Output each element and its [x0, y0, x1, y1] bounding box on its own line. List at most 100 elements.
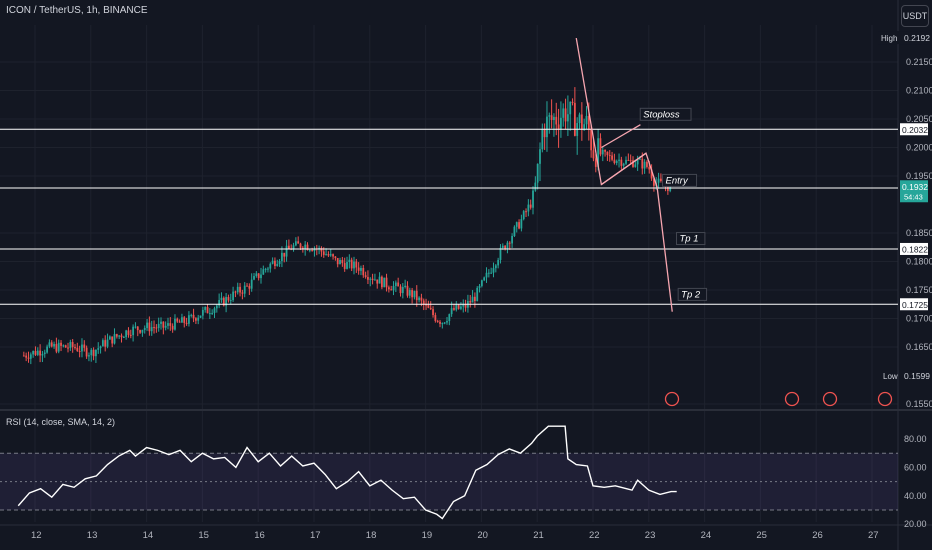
candle-body [211, 312, 214, 314]
candle-body [462, 304, 465, 307]
candle-body [269, 263, 272, 269]
candle-body [634, 164, 637, 167]
candle-body [394, 282, 397, 286]
candle-body [543, 129, 546, 138]
earnings-event-icon [877, 391, 893, 407]
candle-body [60, 342, 62, 346]
candle-body [483, 277, 486, 281]
candle-body [332, 254, 334, 257]
candle-body [218, 300, 221, 306]
candle-body [464, 304, 467, 308]
candle-body [178, 321, 181, 323]
candle-body [397, 282, 400, 287]
candle-body [320, 247, 323, 252]
candle-body [587, 115, 590, 130]
candle-body [336, 257, 339, 265]
candle-body [192, 314, 195, 319]
candle-body [248, 285, 251, 289]
candle-body [592, 150, 595, 159]
candle-body [53, 344, 55, 347]
candle-body [480, 280, 483, 286]
candle-body [285, 245, 288, 257]
price-tick-label: 0.1800 [906, 257, 932, 267]
candle-body [636, 159, 639, 165]
candle-body [427, 304, 430, 308]
price-tick-label: 0.2000 [906, 143, 932, 153]
candle-body [657, 178, 660, 183]
candle-body [353, 261, 355, 269]
currency-button[interactable]: USDT [901, 5, 929, 27]
candle-body [236, 286, 239, 293]
candle-body [215, 305, 218, 309]
candle-body [629, 160, 632, 162]
time-tick-label: 27 [868, 530, 879, 541]
candle-body [504, 245, 507, 250]
candle-body [367, 277, 369, 280]
candle-body [322, 251, 325, 255]
candle-body [267, 268, 269, 270]
time-tick-label: 26 [812, 530, 823, 541]
candle-body [659, 178, 662, 182]
candle-body [473, 296, 476, 302]
candle-body [132, 326, 135, 336]
candle-body [360, 267, 362, 271]
candle-body [188, 315, 190, 324]
candle-body [339, 259, 341, 265]
candle-body [455, 304, 458, 310]
candle-body [436, 320, 439, 322]
candle-body [518, 222, 520, 229]
candle-body [641, 158, 644, 169]
candle-body [487, 272, 490, 274]
candle-body [557, 124, 560, 130]
candle-body [494, 265, 497, 269]
candle-body [278, 261, 281, 265]
candle-body [625, 159, 627, 164]
candle-body [55, 344, 58, 352]
candle-body [222, 297, 225, 306]
candle-body [469, 301, 472, 303]
time-tick-label: 16 [254, 530, 265, 541]
candle-body [341, 259, 344, 264]
candle-body [39, 350, 42, 356]
candle-body [208, 313, 211, 315]
candle-body [525, 211, 527, 213]
candle-body [476, 287, 479, 302]
candle-body [406, 285, 409, 296]
candle-body [104, 340, 107, 347]
time-tick-label: 21 [533, 530, 544, 541]
candle-body [555, 116, 558, 125]
candle-body [453, 308, 455, 310]
candle-body [471, 296, 474, 303]
candle-body [376, 279, 379, 284]
dividend-event-icon [664, 391, 680, 407]
price-tick-label: 0.1700 [906, 314, 932, 324]
current-price-badge [900, 180, 928, 203]
candle-body [411, 290, 414, 298]
candle-body [227, 297, 230, 301]
candle-body [164, 325, 167, 328]
candle-body [148, 322, 151, 332]
candle-body [348, 259, 351, 263]
candle-body [643, 161, 646, 169]
candle-body [160, 321, 162, 324]
candle-body [229, 300, 232, 302]
time-tick-label: 19 [422, 530, 433, 541]
candle-body [153, 327, 155, 329]
candle-body [374, 279, 376, 281]
candle-body [297, 241, 300, 244]
candle-body [304, 244, 307, 250]
candle-body [97, 348, 100, 350]
candle-body [190, 314, 193, 316]
candle-body [250, 279, 253, 289]
candle-body [343, 263, 346, 269]
candle-body [492, 268, 495, 273]
candle-body [120, 335, 123, 338]
candle-body [67, 347, 69, 349]
candle-body [29, 354, 32, 359]
candle-body [46, 346, 48, 353]
candle-body [83, 344, 86, 348]
candle-body [292, 245, 295, 250]
time-tick-label: 18 [366, 530, 377, 541]
candle-body [99, 346, 102, 349]
